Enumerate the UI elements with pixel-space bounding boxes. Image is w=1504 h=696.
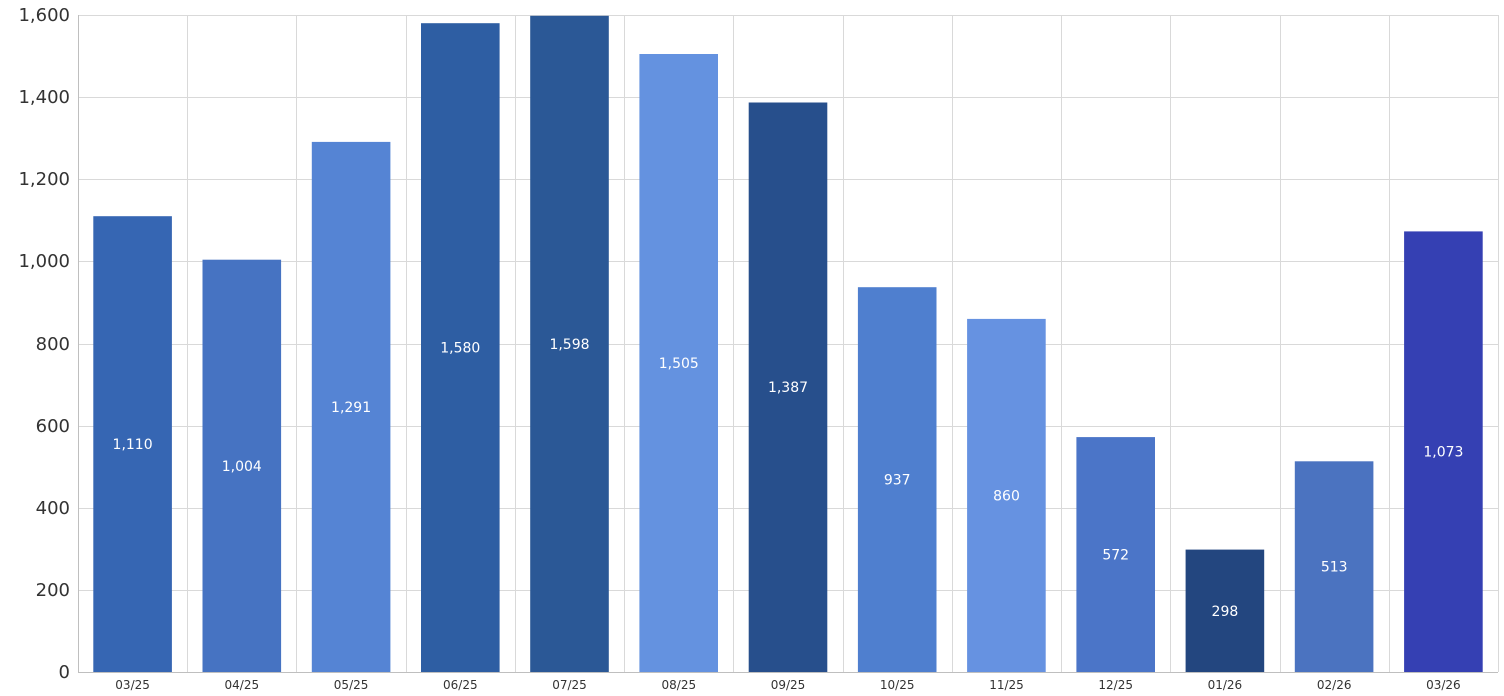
bar-11-25[interactable] [967,318,1046,672]
bar-03-25[interactable] [93,216,172,672]
x-tick-label: 02/26 [1317,678,1352,692]
data-label: 513 [1321,560,1348,576]
data-label: 1,073 [1423,445,1463,461]
bar-06-25[interactable] [421,23,500,672]
data-label: 1,598 [549,337,589,353]
data-label: 860 [993,488,1020,504]
x-tick-label: 06/25 [443,678,478,692]
x-tick-label: 11/25 [989,678,1024,692]
data-label: 298 [1212,604,1239,620]
bar-07-25[interactable] [530,15,609,673]
x-tick-label: 01/26 [1208,678,1243,692]
x-tick-label: 10/25 [880,678,915,692]
y-tick-label: 200 [36,580,70,601]
bar-layer [93,15,1483,673]
data-label: 1,580 [440,341,480,357]
bar-02-26[interactable] [1294,461,1374,672]
bar-04-25[interactable] [202,259,282,672]
x-tick-label: 03/26 [1426,678,1461,692]
y-tick-label: 400 [36,498,70,519]
data-label-layer: 1,110 1,004 1,291 1,580 1,598 1,505 1,387 937 86… [113,337,1464,620]
bar-01-26[interactable] [1185,549,1265,672]
y-tick-label: 0 [59,662,70,683]
bar-12-25[interactable] [1076,437,1155,672]
y-tick-label: 1,000 [18,251,70,272]
y-tick-label: 1,400 [18,87,70,108]
data-label: 1,004 [222,459,262,475]
x-tick-label: 03/25 [115,678,150,692]
data-label: 1,387 [768,380,808,396]
x-tick-label: 05/25 [334,678,369,692]
data-label: 1,291 [331,400,371,416]
y-tick-label: 1,600 [18,5,70,26]
bar-05-25[interactable] [311,141,391,672]
y-tick-label: 600 [36,416,70,437]
data-label: 937 [884,473,911,489]
x-tick-label: 09/25 [771,678,806,692]
x-tick-label: 12/25 [1098,678,1133,692]
bar-09-25[interactable] [748,102,828,673]
bar-03-26[interactable] [1404,231,1483,672]
bar-10-25[interactable] [857,287,937,672]
bar-08-25[interactable] [639,54,718,672]
x-axis: 03/25 04/25 05/25 06/25 07/25 08/25 09/25 10/25… [115,678,1460,692]
data-label: 1,505 [659,356,699,372]
y-tick-label: 1,200 [18,169,70,190]
x-tick-label: 07/25 [552,678,587,692]
y-axis: 0 200 400 600 800 1,000 1,200 1,400 1,600 [18,5,70,683]
x-tick-label: 08/25 [662,678,697,692]
x-tick-label: 04/25 [225,678,260,692]
data-label: 572 [1102,548,1129,564]
data-label: 1,110 [113,437,153,453]
y-tick-label: 800 [36,334,70,355]
